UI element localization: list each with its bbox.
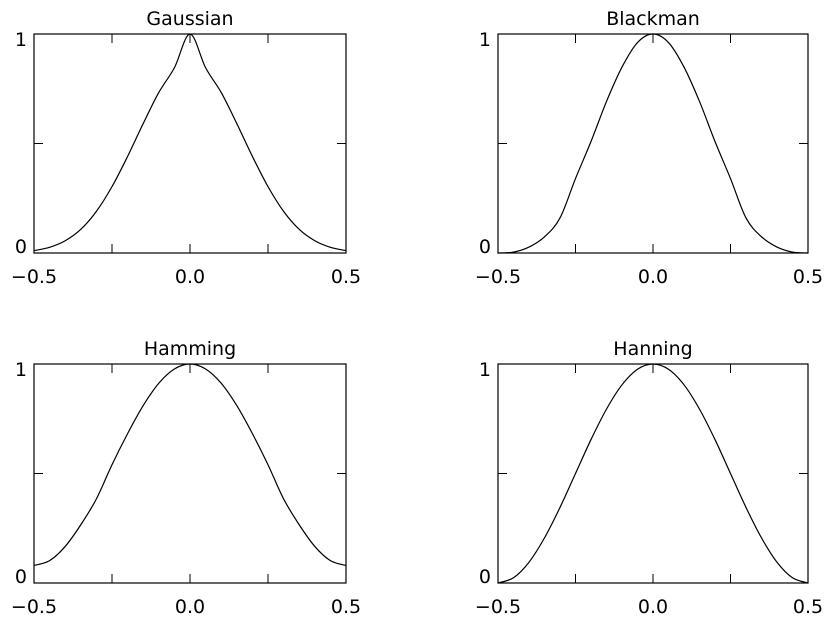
chart-title-blackman: Blackman — [606, 8, 700, 30]
x-tick-label: 0.0 — [638, 266, 668, 288]
y-tick-label: 0 — [15, 566, 27, 588]
x-tick-label: −0.5 — [475, 596, 521, 618]
y-tick-label: 0 — [479, 236, 491, 258]
y-tick-label: 1 — [479, 29, 491, 51]
chart-panel-blackman: Blackman −0.5 0.0 0.5 0 1 — [475, 8, 823, 288]
x-tick-label: 0.5 — [331, 266, 361, 288]
series-line-hanning — [497, 363, 809, 584]
x-tick-label: 0.0 — [175, 596, 205, 618]
plot-frame-gaussian — [33, 33, 347, 254]
plot-frame-hamming — [33, 363, 347, 584]
plot-frame-hanning — [497, 363, 809, 584]
chart-title-gaussian: Gaussian — [146, 8, 233, 30]
y-tick-label: 1 — [15, 29, 27, 51]
chart-title-hamming: Hamming — [144, 338, 236, 360]
series-line-blackman — [497, 33, 809, 254]
x-tick-label: −0.5 — [11, 596, 57, 618]
series-line-gaussian — [33, 33, 347, 252]
x-tick-label: 0.5 — [793, 596, 823, 618]
x-tick-label: 0.5 — [793, 266, 823, 288]
x-tick-label: 0.0 — [638, 596, 668, 618]
x-tick-label: −0.5 — [11, 266, 57, 288]
x-tick-label: 0.5 — [331, 596, 361, 618]
x-tick-label: 0.0 — [175, 266, 205, 288]
y-tick-label: 1 — [479, 359, 491, 381]
chart-panel-hamming: Hamming −0.5 0.0 0.5 0 1 — [11, 338, 361, 618]
y-tick-label: 0 — [479, 566, 491, 588]
chart-panel-gaussian: Gaussian −0.5 0.0 0.5 0 1 — [11, 8, 361, 288]
y-tick-label: 0 — [15, 236, 27, 258]
y-tick-label: 1 — [15, 359, 27, 381]
series-line-hamming — [33, 363, 347, 567]
chart-panel-hanning: Hanning −0.5 0.0 0.5 0 1 — [475, 338, 823, 618]
plot-frame-blackman — [497, 33, 809, 254]
chart-title-hanning: Hanning — [613, 338, 692, 360]
x-tick-label: −0.5 — [475, 266, 521, 288]
